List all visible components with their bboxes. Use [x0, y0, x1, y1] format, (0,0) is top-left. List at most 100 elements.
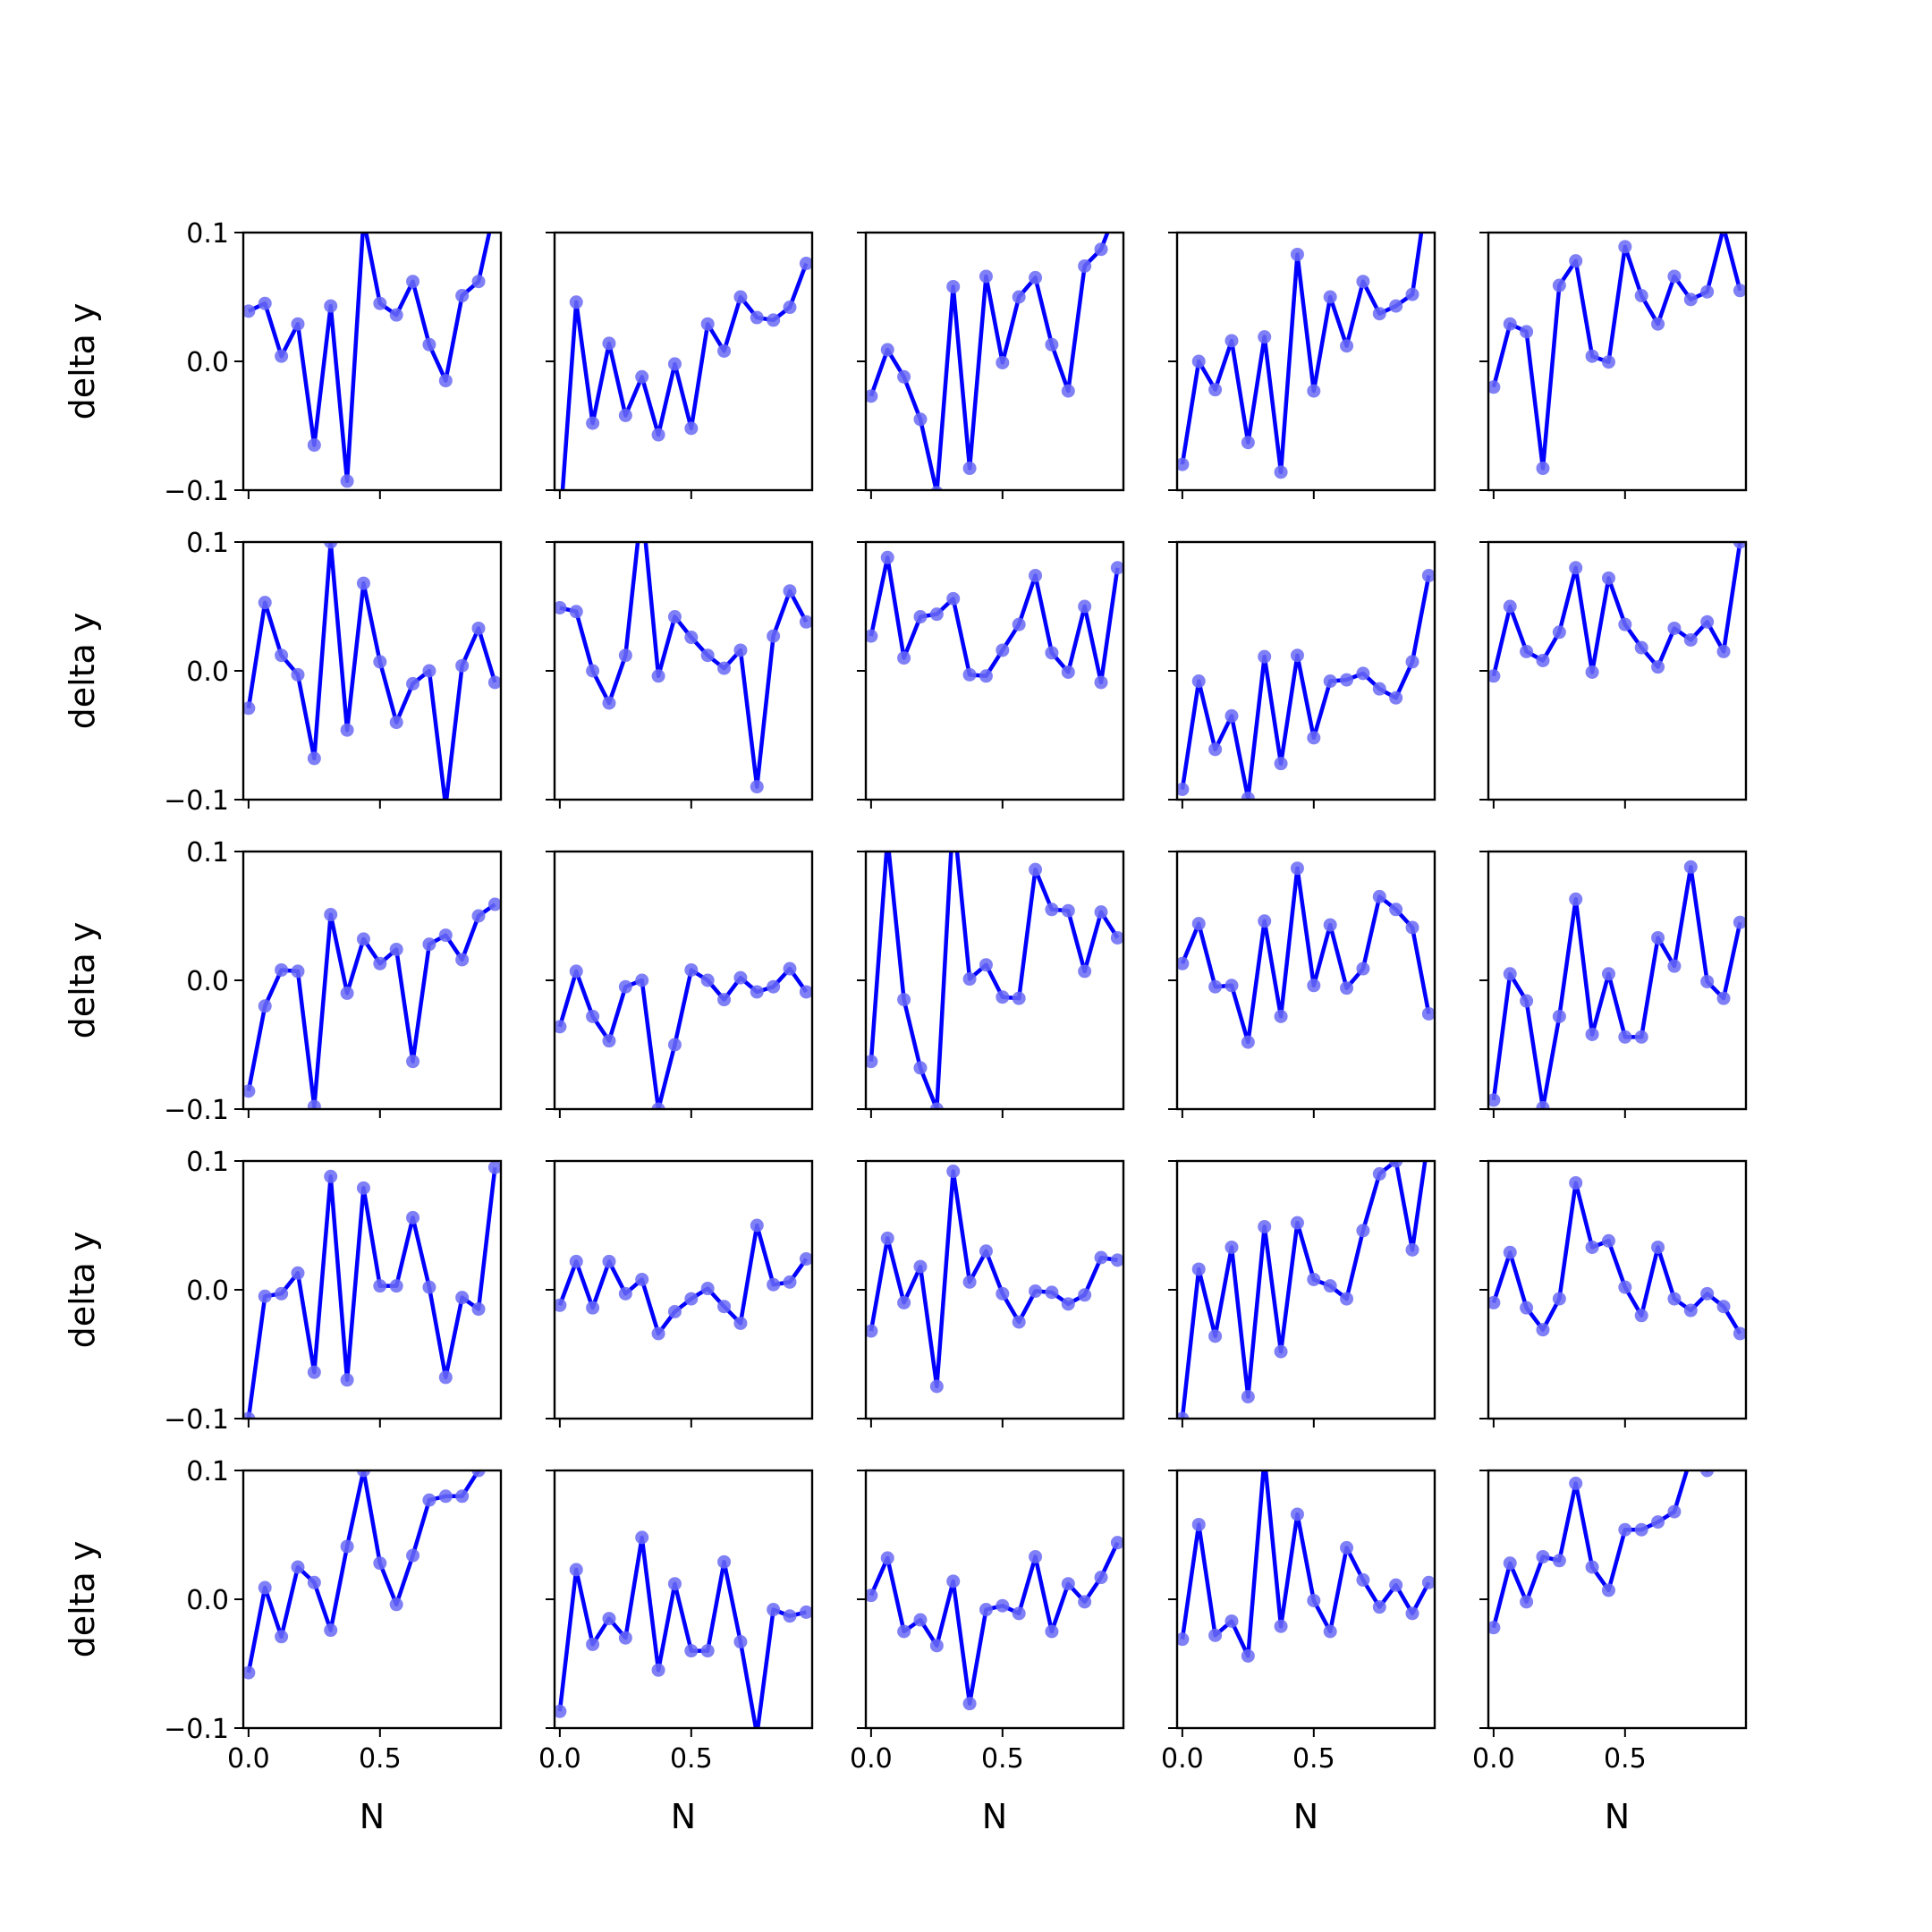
data-point — [996, 990, 1010, 1004]
data-point — [1488, 380, 1501, 394]
data-point — [1110, 1253, 1123, 1267]
data-point — [651, 1102, 665, 1109]
data-point — [1651, 660, 1665, 674]
data-point — [733, 970, 748, 985]
subplot-r5-c2: 0.0 0.5 N — [538, 1469, 814, 1836]
data-point — [684, 962, 699, 977]
x-tick-label: 0.0 — [227, 1743, 270, 1775]
data-point — [1340, 339, 1354, 353]
y-tick-label: 0.0 — [186, 347, 229, 378]
data-point — [1177, 457, 1190, 471]
series-line — [869, 852, 1120, 1109]
series-line — [1180, 233, 1424, 475]
series-line — [1180, 1470, 1431, 1658]
subplot-r1-c3 — [857, 231, 1125, 499]
data-point — [258, 1580, 272, 1595]
data-point — [1029, 1284, 1043, 1298]
data-point — [1177, 782, 1190, 796]
data-point — [1651, 930, 1665, 945]
data-point — [1716, 1300, 1731, 1314]
y-tick-label: 0.1 — [186, 1147, 229, 1178]
series-line — [246, 1166, 497, 1419]
data-point — [635, 369, 649, 384]
data-point — [733, 643, 748, 657]
y-axis-label: delta y — [63, 1232, 102, 1349]
data-point — [1601, 1583, 1615, 1597]
data-point — [602, 1254, 616, 1268]
series-line — [1491, 233, 1742, 470]
data-point — [406, 1210, 420, 1224]
data-point — [1503, 1556, 1517, 1571]
data-point — [406, 1548, 420, 1563]
data-point — [1503, 317, 1517, 331]
data-point — [1241, 792, 1255, 800]
data-point — [1241, 436, 1255, 450]
series-data — [243, 1470, 486, 1680]
data-point — [1307, 979, 1321, 993]
data-point — [1224, 1614, 1239, 1628]
data-point — [1634, 1309, 1648, 1323]
x-tick-label: 0.5 — [981, 1743, 1024, 1775]
data-point — [373, 655, 387, 669]
data-point — [913, 1259, 928, 1274]
data-point — [897, 1624, 911, 1639]
data-point — [1488, 1295, 1501, 1309]
data-point — [979, 1244, 993, 1258]
y-tick-label: 0.1 — [186, 218, 229, 250]
data-point — [1634, 289, 1648, 303]
data-point — [979, 269, 993, 284]
series-line — [1180, 575, 1431, 800]
series-line — [560, 262, 809, 490]
data-point — [1389, 1161, 1403, 1168]
data-point — [406, 676, 420, 691]
subplot-r4-c4 — [1168, 1159, 1436, 1428]
data-point — [1274, 465, 1288, 479]
data-point — [1078, 964, 1092, 979]
data-point — [1488, 1093, 1501, 1107]
data-point — [897, 993, 911, 1007]
data-point — [1405, 920, 1419, 935]
data-point — [438, 1370, 453, 1385]
data-point — [455, 953, 470, 967]
data-point — [1224, 708, 1239, 723]
data-point — [750, 985, 764, 999]
y-axis-label: delta y — [63, 922, 102, 1039]
data-point — [455, 1291, 470, 1305]
data-point — [1618, 240, 1632, 254]
series-data — [1488, 1470, 1715, 1635]
data-point — [455, 1489, 470, 1504]
series-data — [560, 257, 812, 490]
data-point — [799, 1605, 812, 1619]
data-point — [717, 993, 732, 1007]
data-point — [307, 1099, 321, 1109]
series-line — [557, 966, 809, 1109]
data-point — [586, 416, 600, 430]
data-point — [243, 1411, 256, 1419]
data-point — [555, 600, 567, 614]
data-point — [1503, 599, 1517, 614]
data-point — [717, 343, 732, 358]
data-point — [275, 349, 289, 363]
data-point — [1667, 621, 1682, 635]
data-point — [1733, 915, 1746, 929]
data-point — [1307, 384, 1321, 398]
data-point — [455, 658, 470, 673]
subplot-r3-c4 — [1168, 850, 1436, 1118]
data-point — [1224, 979, 1239, 993]
data-point — [389, 308, 403, 322]
subplot-r2-c2 — [546, 540, 814, 809]
data-point — [1323, 1279, 1337, 1293]
data-point — [783, 962, 797, 976]
data-point — [340, 1539, 354, 1554]
x-tick-label: 0.5 — [1604, 1743, 1647, 1775]
data-point — [750, 1218, 764, 1233]
data-point — [422, 1493, 436, 1507]
data-point — [406, 275, 420, 289]
series-line — [869, 555, 1120, 685]
data-point — [1520, 1301, 1534, 1315]
data-point — [356, 576, 370, 590]
data-point — [1733, 1326, 1746, 1341]
data-point — [1700, 284, 1715, 299]
series-line — [246, 1470, 482, 1674]
